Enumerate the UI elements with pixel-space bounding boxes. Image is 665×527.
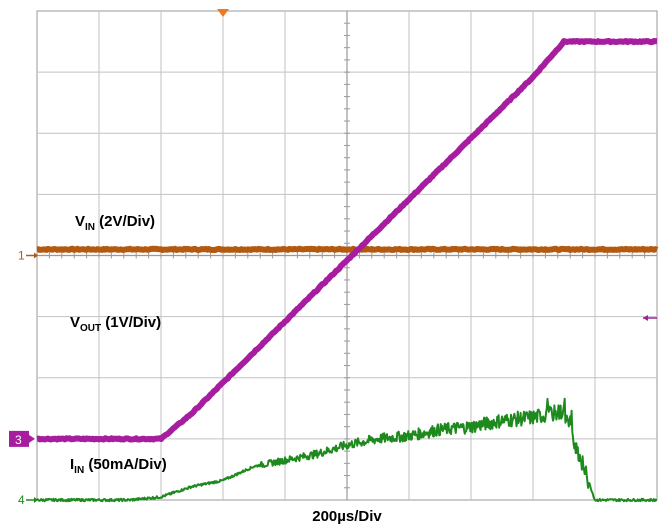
channel-arrow bbox=[29, 434, 35, 443]
trace-vin bbox=[35, 245, 659, 253]
trace-iin bbox=[36, 397, 658, 503]
vout-label: VOUT (1V/Div) bbox=[70, 314, 161, 334]
channel-arrowhead bbox=[34, 252, 38, 259]
graticule bbox=[36, 10, 658, 501]
channel-number: 3 bbox=[15, 433, 22, 447]
vin-label: VIN (2V/Div) bbox=[75, 213, 155, 233]
traces bbox=[35, 38, 659, 503]
trigger-position-marker bbox=[217, 9, 229, 17]
trace-vout bbox=[35, 38, 659, 443]
channel-marker-4: 4 bbox=[18, 493, 38, 507]
channel-markers: 1 3 4 bbox=[9, 249, 38, 507]
channel-arrowhead bbox=[34, 497, 38, 503]
channel-marker-3: 3 bbox=[9, 430, 35, 447]
trigger-level-arrow bbox=[643, 315, 657, 321]
iin-label: IIN (50mA/Div) bbox=[70, 456, 167, 476]
channel-number: 4 bbox=[18, 493, 25, 507]
channel-marker-1: 1 bbox=[18, 249, 38, 263]
channel-badge bbox=[9, 430, 29, 447]
channel-number: 1 bbox=[18, 249, 25, 263]
x-axis-label: 200µs/Div bbox=[312, 508, 382, 525]
